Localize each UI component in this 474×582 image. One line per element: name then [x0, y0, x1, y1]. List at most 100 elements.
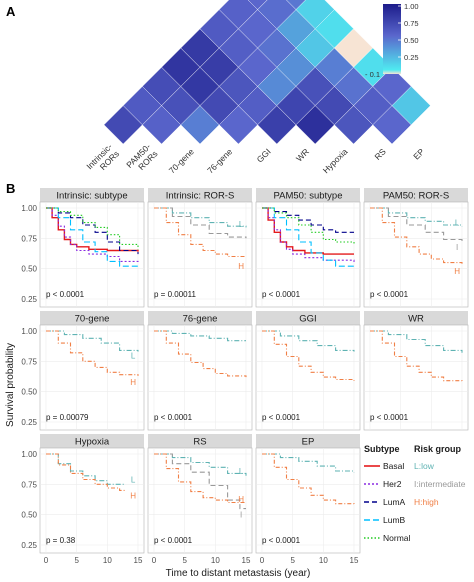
panel-strip-title: WR — [408, 314, 424, 325]
panel-b-label: B — [6, 181, 15, 196]
x-tick-label: 0 — [260, 556, 265, 565]
km-curve-normal — [46, 207, 139, 250]
curve-end-label: L — [239, 467, 244, 476]
y-tick-label: 1.00 — [21, 204, 37, 213]
curve-end-label: H — [238, 262, 244, 271]
panel-strip — [40, 434, 144, 448]
heatmap-axis-label: 70-gene — [167, 146, 196, 175]
km-curve-high — [46, 330, 139, 376]
x-tick-label: 0 — [44, 556, 49, 565]
panel-plot-area — [363, 324, 469, 431]
panel-strip-title: RS — [193, 437, 206, 448]
curve-end-label: I — [456, 243, 458, 252]
colorbar-tick-label: 0.50 — [404, 36, 419, 45]
heatmap-axis-label: WR — [294, 146, 311, 163]
y-tick-label: 0.50 — [21, 511, 37, 520]
panel-plot-area — [147, 324, 253, 431]
p-value: p < 0.0001 — [262, 413, 301, 422]
panel-strip — [364, 311, 468, 325]
km-curve-high — [154, 330, 247, 378]
km-curve-low — [370, 330, 463, 353]
panel-strip — [148, 188, 252, 202]
p-value: p = 0.00011 — [154, 290, 196, 299]
km-curve-intermediate — [370, 207, 463, 242]
panel-strip-title: 70-gene — [75, 314, 110, 325]
y-tick-label: 0.75 — [21, 480, 37, 489]
heatmap-axis-label-line: EP — [411, 146, 426, 161]
heatmap-axis-label: 76-gene — [205, 146, 234, 175]
heatmap-axis-label-line: Hypoxia — [321, 146, 350, 175]
panel-strip-title: Hypoxia — [75, 437, 110, 448]
curve-end-label: L — [239, 220, 244, 229]
km-curve-lumb — [262, 207, 355, 269]
y-tick-label: 0.25 — [21, 295, 37, 304]
panel-strip — [256, 311, 360, 325]
panel-strip — [148, 311, 252, 325]
panel-strip — [40, 188, 144, 202]
heatmap-axis-label-line: WR — [294, 146, 311, 163]
panel-strip — [256, 434, 360, 448]
panel-strip — [40, 311, 144, 325]
curve-end-label: L — [455, 219, 460, 228]
km-panel: Intrinsic: subtype p < 0.0001 0.25 0.50 0.75… — [21, 188, 145, 308]
km-curve-lumb — [46, 207, 139, 269]
p-value: p = 0.38 — [46, 536, 76, 545]
x-tick-label: 15 — [134, 556, 143, 565]
y-tick-label: 0.75 — [21, 234, 37, 243]
heatmap-axis-label-line: GGI — [255, 146, 273, 164]
heatmap-axis-label-line: 70-gene — [167, 146, 196, 175]
p-value: p < 0.0001 — [46, 290, 85, 299]
panel-plot-area — [147, 447, 253, 554]
km-curve-intermediate — [154, 453, 246, 510]
x-tick-label: 10 — [319, 556, 328, 565]
x-tick-label: 5 — [74, 556, 79, 565]
y-tick-label: 0.25 — [21, 418, 37, 427]
heatmap-axis-label: Hypoxia — [321, 146, 350, 175]
km-panel: EP p < 0.0001 0 5 10 15 — [255, 434, 361, 565]
y-tick-label: 1.00 — [21, 450, 37, 459]
km-curve-low — [370, 207, 463, 227]
y-tick-label: 1.00 — [21, 327, 37, 336]
figure-legend: Subtype Risk group Basal Her2 LumA LumB Normal… — [364, 444, 466, 543]
curve-end-label: H — [130, 491, 136, 500]
x-tick-label: 5 — [182, 556, 187, 565]
km-curve-luma — [262, 207, 354, 233]
km-panel: RS L HIp < 0.0001 0 5 10 15 — [147, 434, 253, 565]
p-value: p = 0.00079 — [46, 413, 89, 422]
panel-plot-area — [255, 324, 361, 431]
x-tick-label: 15 — [350, 556, 359, 565]
panel-plot-area — [147, 201, 253, 308]
panel-plot-area — [39, 447, 145, 554]
heatmap-axis-label-line: 76-gene — [205, 146, 234, 175]
legend-label-her2: Her2 — [383, 479, 402, 489]
y-tick-label: 0.75 — [21, 357, 37, 366]
p-value: p < 0.0001 — [262, 290, 301, 299]
legend-label-luma: LumA — [383, 497, 406, 507]
panel-strip-title: Intrinsic: ROR-S — [166, 191, 235, 202]
colorbar-gradient — [383, 4, 401, 74]
km-curve-high — [154, 207, 246, 258]
p-value: p < 0.0001 — [370, 413, 409, 422]
km-curve-normal — [262, 207, 355, 245]
y-tick-label: 0.50 — [21, 388, 37, 397]
curve-end-label: H — [454, 267, 460, 276]
heatmap-axis-label: RS — [372, 146, 388, 162]
y-tick-label: 0.25 — [21, 541, 37, 550]
panel-strip-title: 76-gene — [183, 314, 218, 325]
heatmap-axis-label: GGI — [255, 146, 273, 164]
colorbar-tick-label: 1.00 — [404, 2, 419, 11]
km-curve-luma — [46, 207, 139, 255]
km-curve-high — [370, 330, 463, 382]
colorbar-tick-label: 0.25 — [404, 53, 419, 62]
km-curve-high — [46, 453, 126, 491]
legend-risk-title: Risk group — [414, 444, 462, 454]
km-panel: PAM50: subtype p < 0.0001 — [255, 188, 361, 308]
legend-label-normal: Normal — [383, 533, 411, 543]
heatmap-axis-label: Intrinsic-RORs — [84, 141, 121, 178]
colorbar-tick-label: - 0.1 — [365, 70, 380, 79]
x-tick-label: 0 — [152, 556, 157, 565]
km-panel-grid: Intrinsic: subtype p < 0.0001 0.25 0.50 0.75… — [21, 188, 469, 565]
x-tick-label: 5 — [290, 556, 295, 565]
km-curve-low — [46, 330, 139, 352]
p-value: p < 0.0001 — [262, 536, 301, 545]
